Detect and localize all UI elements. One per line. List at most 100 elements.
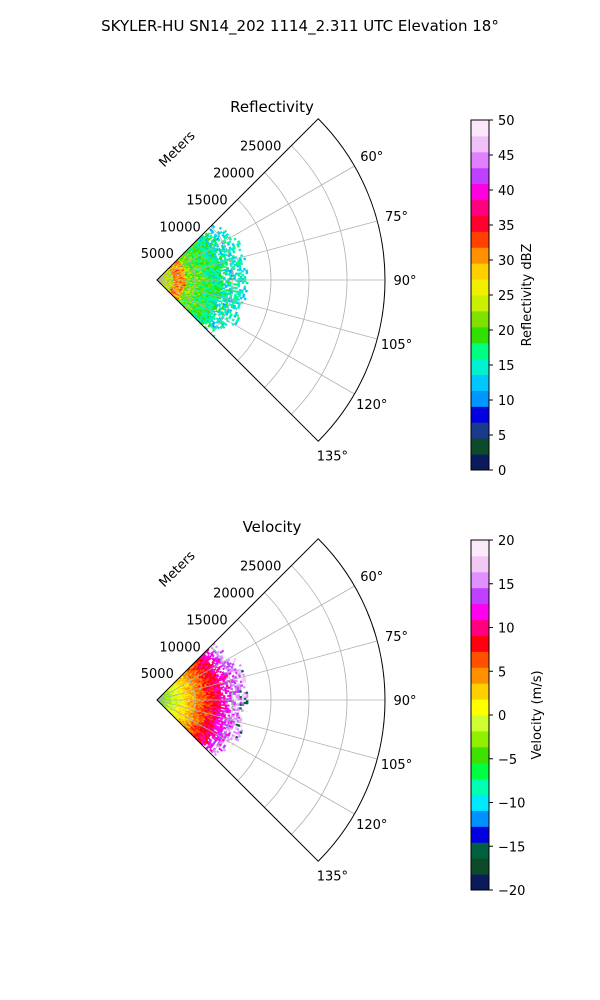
data-cell [237, 294, 241, 298]
data-cell [223, 265, 227, 269]
data-cell [220, 288, 223, 291]
colorbar-tick-label: 40 [498, 184, 515, 199]
reflectivity-radial-axis-label: Meters [157, 128, 199, 170]
data-cell [234, 307, 238, 311]
angular-tick-label: 75° [385, 210, 408, 225]
figure-suptitle: SKYLER-HU SN14_202 1114_2.311 UTC Elevat… [101, 17, 499, 36]
data-cell [238, 248, 242, 252]
data-cell [227, 316, 232, 320]
data-cell [215, 321, 219, 325]
colorbar-tick-label: 20 [498, 324, 515, 339]
colorbar-segment [471, 167, 489, 185]
data-cell [239, 296, 243, 300]
data-cell [211, 230, 215, 234]
colorbar-segment [471, 120, 489, 137]
velocity-data [156, 642, 249, 757]
colorbar-tick-label: 0 [498, 464, 506, 479]
data-cell [222, 704, 226, 707]
data-cell [231, 318, 235, 322]
data-cell [233, 259, 237, 263]
data-cell [236, 306, 241, 310]
data-cell [237, 285, 240, 288]
data-cell [242, 295, 245, 299]
colorbar-tick-label: 10 [498, 394, 515, 409]
data-cell [227, 240, 232, 244]
data-cell [232, 246, 237, 250]
colorbar-segment [471, 215, 489, 232]
data-cell [241, 270, 244, 273]
data-cell [221, 276, 224, 279]
colorbar-segment [471, 183, 489, 201]
data-cell [204, 322, 208, 325]
data-cell [243, 267, 246, 271]
data-cell [235, 286, 238, 290]
data-cell [237, 242, 242, 246]
data-cell [236, 313, 240, 318]
colorbar-segment [471, 279, 489, 296]
colorbar-tick-label: 35 [498, 219, 515, 234]
data-cell [225, 701, 228, 704]
data-cell [220, 704, 224, 707]
data-cell [223, 229, 228, 234]
angular-tick-label: 120° [356, 398, 387, 413]
radial-tick-label: 20000 [213, 167, 254, 182]
data-cell [229, 284, 232, 287]
data-cell [216, 244, 220, 248]
data-cell [228, 237, 233, 241]
data-cell [225, 281, 228, 284]
data-cell [225, 263, 229, 267]
data-cell [218, 696, 222, 699]
data-cell [225, 313, 229, 317]
data-cell [213, 668, 217, 672]
data-cell [224, 285, 228, 289]
data-cell [218, 313, 222, 317]
data-cell [219, 670, 223, 674]
colorbar-segment [471, 310, 489, 328]
colorbar-segment [471, 422, 489, 439]
angular-tick-label: 135° [317, 449, 348, 464]
data-cell [239, 272, 243, 275]
data-cell [225, 232, 230, 237]
data-cell [221, 701, 224, 704]
data-cell [233, 314, 237, 319]
data-cell [240, 254, 244, 258]
reflectivity-data [156, 224, 249, 338]
colorbar-segment [471, 454, 489, 471]
data-cell [241, 281, 245, 285]
data-cell [222, 284, 226, 287]
data-cell [218, 226, 223, 230]
data-cell [232, 250, 236, 254]
colorbar-segment [471, 135, 489, 153]
colorbar-segment [471, 263, 489, 280]
data-cell [212, 317, 217, 321]
colorbar-tick-label: 30 [498, 254, 515, 269]
polar-frame [156, 118, 386, 442]
data-cell [245, 289, 248, 293]
data-cell [243, 287, 247, 291]
colorbar-segment [471, 231, 489, 248]
colorbar-tick-label: 5 [498, 429, 506, 444]
data-cell [243, 275, 247, 279]
data-cell [232, 286, 236, 290]
colorbar-segment [471, 342, 489, 360]
colorbar-segment [471, 295, 489, 312]
colorbar-segment [471, 326, 489, 344]
colorbar-segment [471, 390, 489, 407]
data-cell [224, 322, 228, 326]
data-cell [218, 276, 222, 279]
reflectivity-polar-ticks: 50001000015000200002500060°75°90°105°120… [141, 140, 417, 465]
data-cell [217, 238, 221, 242]
velocity-panel: Velocity 50001000015000200002500060°75°9… [141, 518, 545, 899]
data-cell [245, 271, 249, 275]
radial-tick-label: 25000 [240, 140, 281, 155]
data-cell [233, 274, 236, 277]
data-cell [234, 255, 238, 259]
data-cell [236, 244, 240, 248]
colorbar-segment [471, 374, 489, 391]
data-cell [212, 225, 216, 229]
data-cell [221, 696, 224, 699]
data-cell [226, 273, 230, 276]
reflectivity-polar-grid [156, 118, 386, 442]
